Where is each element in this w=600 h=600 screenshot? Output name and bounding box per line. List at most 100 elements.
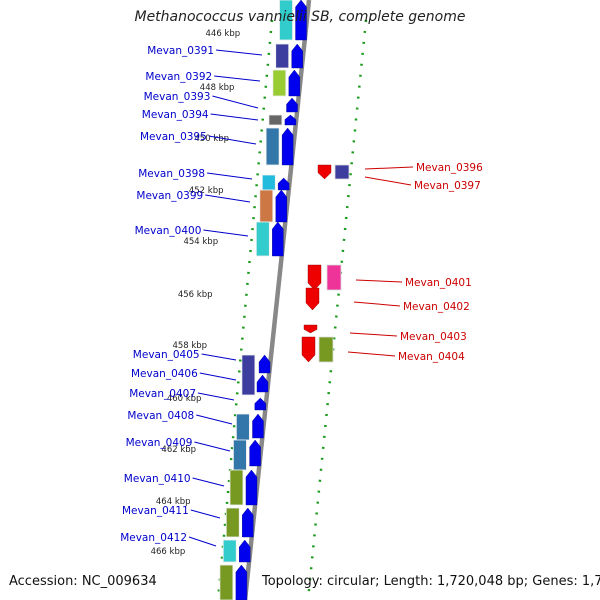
scale-label-452-kbp: 452 kbp <box>189 186 224 196</box>
forward-gene-arrow-1 <box>291 43 303 69</box>
feature-block-6 <box>259 189 274 223</box>
gene-label-mevan-0412: Mevan_0412 <box>120 532 187 544</box>
gene-label-mevan-0397: Mevan_0397 <box>414 180 481 192</box>
forward-gene-arrow-12 <box>252 413 264 439</box>
feature-block-14 <box>219 564 234 600</box>
leader-line-mevan-0407 <box>197 392 235 401</box>
reverse-gene-arrow-0 <box>317 164 332 180</box>
scale-label-448-kbp: 448 kbp <box>200 83 235 93</box>
gene-label-mevan-0402: Mevan_0402 <box>403 301 470 313</box>
leader-line-mevan-0400 <box>203 229 249 237</box>
leader-line-mevan-0408 <box>196 414 233 425</box>
gene-label-mevan-0401: Mevan_0401 <box>405 277 472 289</box>
feature-block-10 <box>233 439 247 471</box>
accession-text: Accession: NC_009634 <box>9 574 157 589</box>
forward-gene-arrow-10 <box>256 374 269 393</box>
feature-block-1 <box>275 43 290 69</box>
leader-line-mevan-0396 <box>364 166 414 170</box>
reverse-feature-block-0 <box>334 164 350 180</box>
scale-label-458-kbp: 458 kbp <box>172 341 207 351</box>
leader-line-mevan-0406 <box>199 372 237 381</box>
feature-block-5 <box>261 174 276 191</box>
gene-label-mevan-0407: Mevan_0407 <box>129 388 196 400</box>
gene-label-mevan-0411: Mevan_0411 <box>122 505 189 517</box>
scale-label-466-kbp: 466 kbp <box>151 547 186 557</box>
reverse-feature-block-1 <box>326 264 342 291</box>
scale-label-450-kbp: 450 kbp <box>194 134 229 144</box>
scale-label-446-kbp: 446 kbp <box>206 29 241 39</box>
forward-gene-arrow-2 <box>288 69 301 97</box>
reverse-gene-arrow-4 <box>301 336 316 363</box>
scale-label-460-kbp: 460 kbp <box>167 394 202 404</box>
gene-label-mevan-0400: Mevan_0400 <box>135 225 202 237</box>
forward-gene-arrow-13 <box>249 439 261 467</box>
feature-block-3 <box>268 114 283 126</box>
gene-label-mevan-0409: Mevan_0409 <box>126 437 193 449</box>
leader-line-mevan-0412 <box>188 536 217 547</box>
gene-label-mevan-0403: Mevan_0403 <box>400 331 467 343</box>
leader-line-mevan-0395 <box>208 135 257 145</box>
feature-block-13 <box>222 539 237 563</box>
leader-line-mevan-0405 <box>201 353 237 361</box>
forward-gene-arrow-3 <box>286 97 298 113</box>
feature-block-9 <box>235 413 250 441</box>
feature-block-4 <box>265 127 280 166</box>
gene-label-mevan-0395: Mevan_0395 <box>140 131 207 143</box>
leader-line-mevan-0391 <box>215 49 263 56</box>
forward-gene-arrow-16 <box>239 539 251 563</box>
scale-label-464-kbp: 464 kbp <box>156 497 191 507</box>
leader-line-mevan-0393 <box>212 95 259 109</box>
gene-label-mevan-0393: Mevan_0393 <box>144 91 211 103</box>
forward-gene-arrow-0 <box>295 0 307 41</box>
scale-tick-line-left <box>216 19 274 600</box>
genome-summary-text: Topology: circular; Length: 1,720,048 bp… <box>262 574 600 589</box>
forward-gene-arrow-7 <box>275 189 288 223</box>
leader-line-mevan-0403 <box>349 332 398 337</box>
gene-label-mevan-0392: Mevan_0392 <box>145 71 212 83</box>
feature-block-7 <box>255 221 270 257</box>
reverse-feature-block-2 <box>318 336 334 363</box>
feature-block-8 <box>241 354 256 396</box>
scale-tick-line-right <box>306 19 368 600</box>
feature-block-0 <box>279 0 293 41</box>
leader-line-mevan-0398 <box>206 172 253 180</box>
feature-block-11 <box>229 469 244 506</box>
scale-label-462-kbp: 462 kbp <box>161 445 196 455</box>
reverse-gene-arrow-1 <box>307 264 322 291</box>
forward-gene-arrow-14 <box>245 469 258 506</box>
gene-label-mevan-0396: Mevan_0396 <box>416 162 483 174</box>
forward-gene-arrow-4 <box>284 114 297 126</box>
gene-label-mevan-0406: Mevan_0406 <box>131 368 198 380</box>
feature-block-2 <box>272 69 287 97</box>
forward-gene-arrow-8 <box>272 221 284 257</box>
gene-label-mevan-0410: Mevan_0410 <box>124 473 191 485</box>
leader-line-mevan-0397 <box>364 176 412 186</box>
gene-label-mevan-0394: Mevan_0394 <box>142 109 209 121</box>
scale-label-454-kbp: 454 kbp <box>183 237 218 247</box>
leader-line-mevan-0394 <box>210 113 259 121</box>
forward-gene-arrow-9 <box>258 354 271 374</box>
gene-label-mevan-0391: Mevan_0391 <box>147 45 214 57</box>
forward-gene-arrow-5 <box>281 127 294 166</box>
map-title: Methanococcus vannielii SB, complete gen… <box>134 9 466 25</box>
leader-line-mevan-0402 <box>353 301 401 307</box>
reverse-gene-arrow-3 <box>303 324 318 334</box>
forward-gene-arrow-6 <box>277 177 290 191</box>
gene-label-mevan-0404: Mevan_0404 <box>398 351 465 363</box>
forward-gene-arrow-11 <box>254 397 267 411</box>
gene-label-mevan-0405: Mevan_0405 <box>133 349 200 361</box>
forward-gene-arrow-15 <box>242 507 254 538</box>
leader-line-mevan-0409 <box>194 441 231 452</box>
leader-line-mevan-0399 <box>205 194 251 203</box>
gene-label-mevan-0408: Mevan_0408 <box>127 410 194 422</box>
leader-line-mevan-0410 <box>192 477 225 487</box>
forward-gene-arrow-17 <box>235 564 248 600</box>
feature-block-12 <box>225 507 240 538</box>
leader-line-mevan-0392 <box>214 75 261 82</box>
gene-label-mevan-0398: Mevan_0398 <box>138 168 205 180</box>
leader-line-mevan-0401 <box>355 279 403 283</box>
gene-label-mevan-0399: Mevan_0399 <box>136 190 203 202</box>
scale-label-456-kbp: 456 kbp <box>178 290 213 300</box>
reverse-gene-arrow-2 <box>305 287 320 311</box>
